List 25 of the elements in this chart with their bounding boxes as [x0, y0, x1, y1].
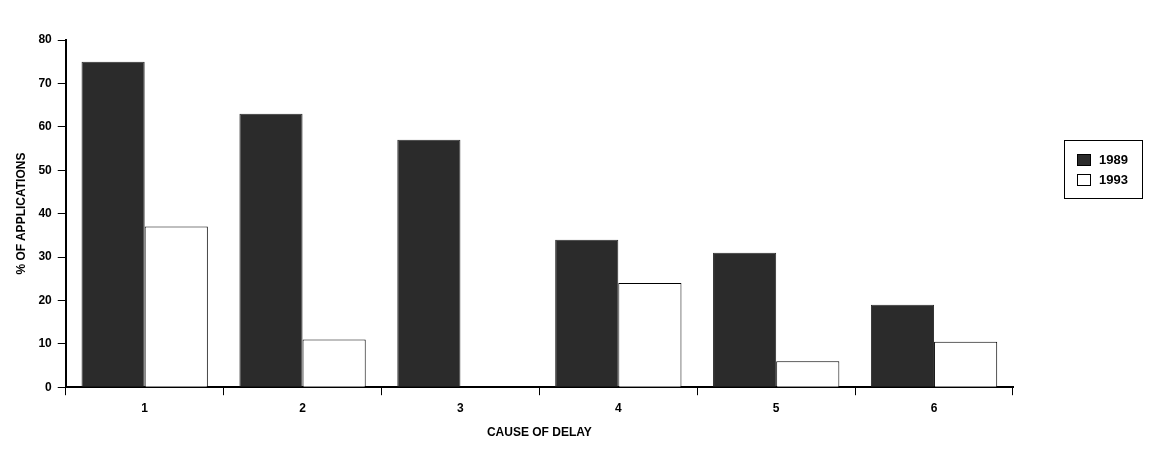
x-tick-label: 3	[457, 400, 465, 415]
x-tick-label: 1	[141, 400, 149, 415]
bar	[870, 304, 935, 387]
y-axis-title: % OF APPLICATIONS	[13, 152, 28, 275]
bar	[397, 139, 461, 387]
y-tick-label: 10	[38, 336, 53, 351]
x-tick-label: 6	[930, 400, 938, 415]
x-tick-label: 2	[299, 400, 307, 415]
y-tick-label: 40	[38, 205, 53, 220]
bar	[239, 113, 303, 387]
bar	[555, 239, 619, 387]
bar	[713, 252, 777, 387]
y-tick-label: 30	[38, 249, 53, 264]
y-tick-label: 0	[45, 379, 53, 394]
legend-label: 1989	[1099, 152, 1128, 167]
y-tick-label: 20	[38, 292, 53, 307]
x-tick-label: 4	[614, 400, 622, 415]
bar	[81, 61, 145, 387]
y-tick-label: 70	[38, 75, 53, 90]
y-tick-label: 50	[38, 162, 53, 177]
text: 1993	[1099, 172, 1128, 187]
y-tick-label: 80	[38, 32, 53, 47]
y-tick-label: 60	[38, 119, 53, 134]
x-tick-label: 5	[772, 400, 780, 415]
x-axis-title: CAUSE OF DELAY	[486, 425, 592, 440]
